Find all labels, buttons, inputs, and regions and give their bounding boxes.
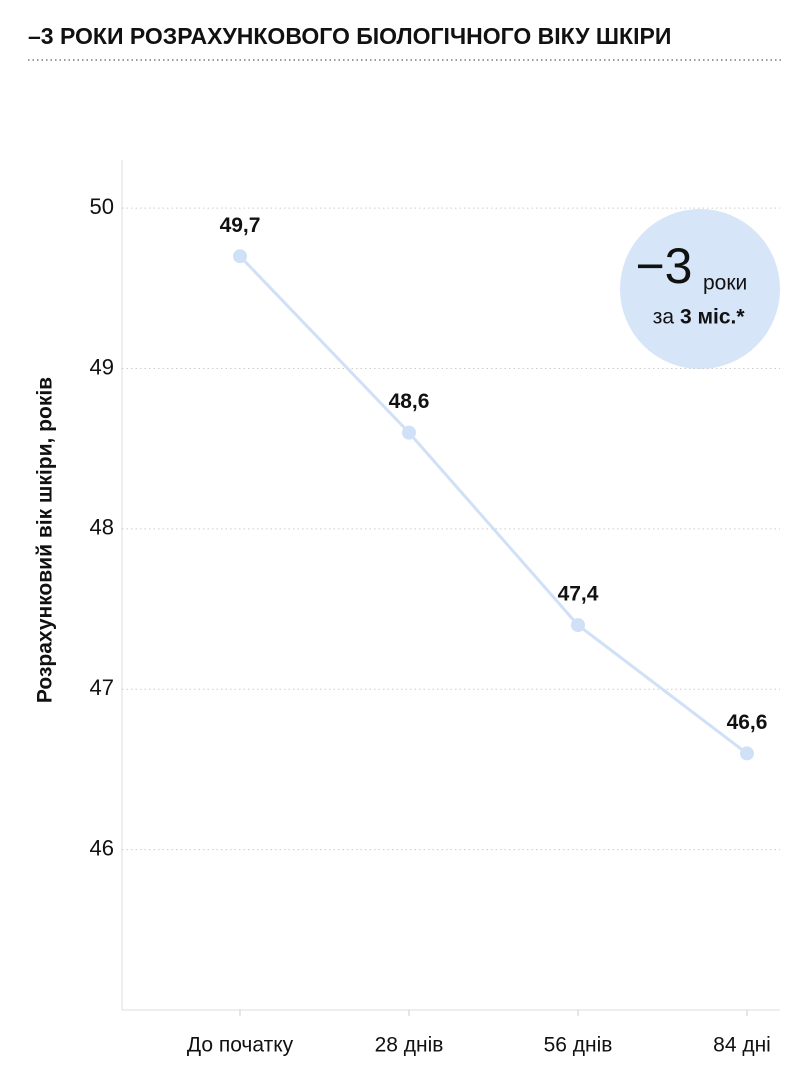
- y-tick-label: 48: [90, 515, 114, 540]
- y-tick-label: 46: [90, 835, 114, 860]
- chart-title: –3 РОКИ РОЗРАХУНКОВОГО БІОЛОГІЧНОГО ВІКУ…: [28, 23, 671, 49]
- badge-unit: роки: [703, 272, 747, 295]
- line: [238, 255, 748, 755]
- y-tick-label: 49: [90, 354, 114, 379]
- x-tick-label: 84 дні: [713, 1034, 771, 1057]
- y-tick-label: 47: [90, 675, 114, 700]
- x-tick-label: 56 днів: [544, 1034, 613, 1057]
- badge-big: −3: [635, 238, 692, 294]
- point: [233, 249, 247, 264]
- badge-period: 3 міс.*: [680, 306, 745, 329]
- value-label: 49,7: [220, 214, 261, 237]
- badge-prefix: за: [653, 306, 675, 329]
- point: [571, 618, 585, 633]
- x-tick-label: 28 днів: [375, 1034, 444, 1057]
- y-tick-label: 50: [90, 194, 114, 219]
- value-label: 48,6: [389, 390, 430, 413]
- x-tick-label: До початку: [187, 1034, 294, 1057]
- point: [740, 746, 754, 761]
- point: [402, 425, 416, 440]
- y-axis-label: Розрахунковий вік шкіри, років: [34, 377, 57, 703]
- value-label: 46,6: [727, 711, 768, 734]
- badge: [620, 209, 780, 369]
- value-label: 47,4: [558, 583, 599, 606]
